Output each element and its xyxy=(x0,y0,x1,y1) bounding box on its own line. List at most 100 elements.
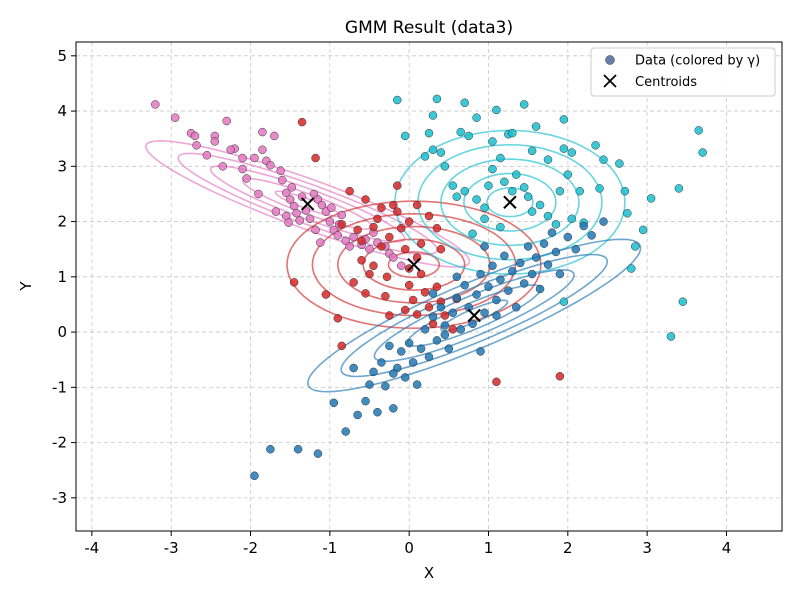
blue-data-point xyxy=(452,293,462,303)
legend-box xyxy=(590,47,776,97)
blue-data-point xyxy=(408,358,418,367)
blue-data-point xyxy=(432,336,442,345)
cyan-data-point xyxy=(508,186,517,196)
cyan-data-point xyxy=(543,155,553,164)
blue-data-point xyxy=(492,295,501,305)
red-data-point xyxy=(353,225,362,235)
blue-data-point xyxy=(555,269,565,279)
red-data-point xyxy=(436,244,446,254)
blue-data-point xyxy=(436,302,446,312)
cyan-data-point xyxy=(440,162,450,171)
blue-data-point xyxy=(377,358,386,367)
cyan-data-point xyxy=(567,214,577,224)
blue-data-point xyxy=(353,410,362,420)
red-data-point xyxy=(357,236,366,246)
red-data-point xyxy=(337,341,346,351)
red-data-point xyxy=(396,223,406,233)
x-tick-label: -1 xyxy=(322,539,337,557)
cyan-data-point xyxy=(674,184,684,193)
blue-data-point xyxy=(420,325,430,334)
data-points xyxy=(151,94,707,480)
y-tick-label: 1 xyxy=(57,268,67,286)
red-data-point xyxy=(393,207,402,216)
cyan-data-point xyxy=(527,207,537,216)
cyan-data-point xyxy=(492,105,501,115)
red-data-point xyxy=(412,200,422,210)
red-data-point xyxy=(337,220,346,229)
blue-data-point xyxy=(369,367,378,377)
pink-data-point xyxy=(270,131,279,141)
cyan-data-point xyxy=(424,128,434,138)
cyan-data-point xyxy=(591,141,600,150)
red-data-point xyxy=(333,314,343,323)
blue-data-point xyxy=(385,341,394,351)
cyan-data-point xyxy=(678,297,688,306)
red-data-point xyxy=(357,256,366,265)
cyan-data-point xyxy=(448,181,458,190)
red-centroid-marker xyxy=(407,257,421,272)
red-data-point xyxy=(389,200,398,210)
y-tick-label: 2 xyxy=(57,213,67,231)
red-data-point xyxy=(428,319,438,329)
cyan-data-point xyxy=(567,148,577,157)
blue-contour-ellipse xyxy=(340,253,609,378)
cyan-data-point xyxy=(500,177,509,187)
blue-data-point xyxy=(341,427,350,436)
blue-data-point xyxy=(496,275,505,284)
red-data-point xyxy=(404,280,414,290)
pink-data-point xyxy=(210,137,220,146)
pink-data-point xyxy=(242,174,251,183)
blue-centroid-marker xyxy=(467,308,481,323)
legend-centroid-marker xyxy=(603,74,617,88)
blue-data-point xyxy=(587,231,596,240)
red-data-point xyxy=(382,272,392,282)
blue-data-point xyxy=(250,471,259,480)
pink-centroid-marker xyxy=(300,197,315,211)
y-tick-label: 4 xyxy=(57,102,67,120)
y-axis-label: Y xyxy=(17,281,35,292)
cyan-data-point xyxy=(484,181,493,190)
pink-data-point xyxy=(292,209,301,218)
red-data-point xyxy=(555,372,565,381)
red-data-point xyxy=(404,217,414,226)
red-data-point xyxy=(416,269,426,279)
blue-data-point xyxy=(535,284,545,294)
pink-data-point xyxy=(218,162,228,171)
x-tick-label: 3 xyxy=(642,539,652,557)
pink-data-point xyxy=(238,153,247,163)
cyan-data-point xyxy=(563,170,573,179)
red-data-point xyxy=(400,244,410,254)
blue-data-point xyxy=(381,381,390,391)
cyan-data-point xyxy=(531,122,541,131)
x-tick-label: -4 xyxy=(84,539,99,557)
x-tick-label: -3 xyxy=(164,539,179,557)
red-data-point xyxy=(432,223,442,233)
blue-data-point xyxy=(571,244,581,254)
pink-data-point xyxy=(281,188,291,198)
pink-data-point xyxy=(305,214,315,224)
red-data-point xyxy=(424,302,434,312)
pink-data-point xyxy=(396,261,406,271)
pink-data-point xyxy=(277,175,287,185)
pink-data-point xyxy=(285,195,295,204)
red-data-point xyxy=(361,289,370,298)
blue-data-point xyxy=(444,344,454,353)
red-data-point xyxy=(385,311,394,320)
cyan-data-point xyxy=(456,127,465,137)
blue-data-point xyxy=(563,232,573,242)
pink-data-point xyxy=(327,203,336,213)
cyan-data-point xyxy=(620,186,630,196)
cyan-data-point xyxy=(559,144,569,153)
pink-contour-ellipse xyxy=(144,139,471,268)
cyan-data-point xyxy=(472,195,481,204)
cyan-data-point xyxy=(400,131,410,141)
x-axis-label: X xyxy=(424,564,434,582)
pink-data-point xyxy=(349,232,358,242)
pink-data-point xyxy=(258,127,267,137)
y-tick-label: -3 xyxy=(52,489,67,507)
cyan-data-point xyxy=(627,264,636,273)
pink-data-point xyxy=(250,153,259,163)
red-data-point xyxy=(289,278,299,287)
pink-data-point xyxy=(337,210,346,220)
